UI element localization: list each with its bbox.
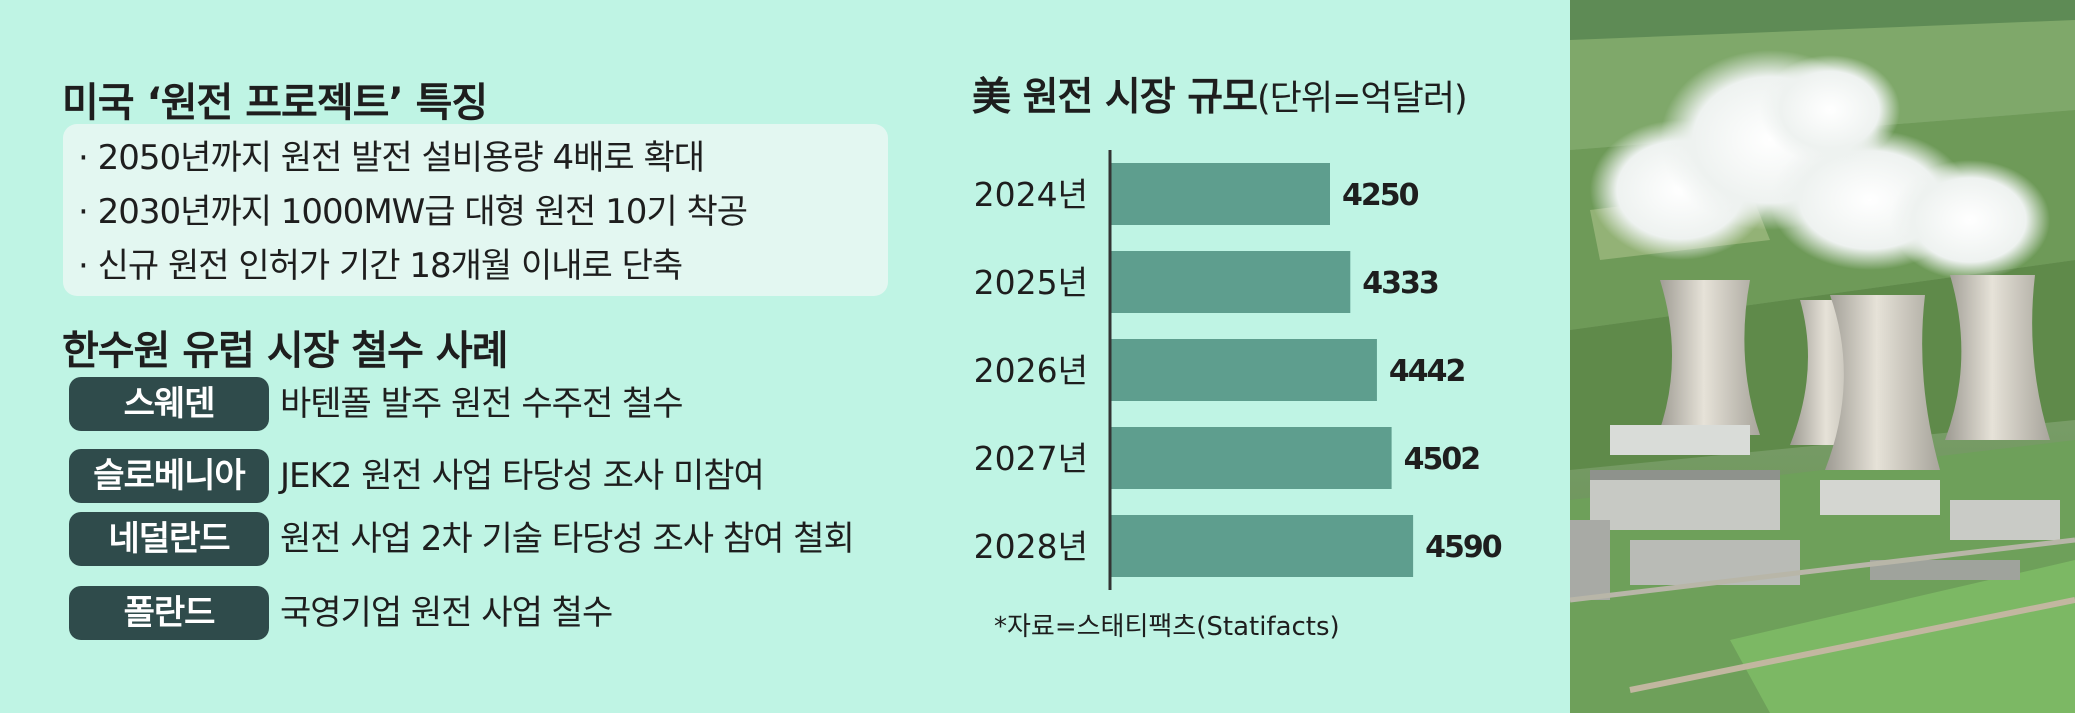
data-label: 4502	[1404, 442, 1480, 477]
section-title-us-project: 미국 ‘원전 프로젝트’ 특징	[62, 80, 488, 126]
category-label: 2024년	[974, 175, 1088, 214]
country-tag: 네덜란드	[69, 512, 269, 566]
chart-unit-label: (단위=억달러)	[1257, 79, 1468, 119]
feature-item: · 2050년까지 원전 발전 설비용량 4배로 확대	[78, 138, 705, 178]
chart-title: 美 원전 시장 규모(단위=억달러)	[972, 66, 1468, 122]
data-label: 4590	[1425, 530, 1502, 565]
data-label: 4250	[1342, 178, 1419, 213]
feature-item: · 신규 원전 인허가 기간 18개월 이내로 단축	[78, 246, 683, 286]
bar-chart: 2024년 4250 2025년 4333 2026년 4442 2027년 4502 2028…	[960, 130, 1540, 610]
bar	[1110, 163, 1330, 225]
bar-chart-svg: 2024년 4250 2025년 4333 2026년 4442 2027년 4502 2028…	[974, 150, 1504, 590]
feature-item: · 2030년까지 1000MW급 대형 원전 10기 착공	[78, 192, 748, 232]
category-label: 2025년	[974, 263, 1088, 302]
data-label: 4442	[1389, 354, 1465, 389]
country-tag: 폴란드	[69, 586, 269, 640]
nuclear-plant-photo	[1570, 0, 2075, 713]
category-label: 2026년	[974, 351, 1088, 390]
chart-title-text: 美 원전 시장 규모	[972, 75, 1258, 120]
country-tag: 슬로베니아	[69, 449, 269, 503]
bar	[1110, 251, 1351, 313]
case-description: JEK2 원전 사업 타당성 조사 미참여	[280, 456, 765, 496]
category-label: 2028년	[974, 527, 1088, 566]
category-label: 2027년	[974, 439, 1088, 478]
source-note: *자료=스태티팩츠(Statifacts)	[994, 612, 1340, 642]
bar	[1110, 427, 1392, 489]
features-box	[63, 124, 888, 296]
data-label: 4333	[1362, 266, 1438, 301]
case-description: 바텐폴 발주 원전 수주전 철수	[280, 384, 684, 424]
bar	[1110, 339, 1377, 401]
case-description: 국영기업 원전 사업 철수	[280, 593, 613, 633]
country-tag: 스웨덴	[69, 377, 269, 431]
case-description: 원전 사업 2차 기술 타당성 조사 참여 철회	[280, 519, 855, 559]
section-title-europe-withdrawal: 한수원 유럽 시장 철수 사례	[62, 328, 509, 374]
bar	[1110, 515, 1414, 577]
